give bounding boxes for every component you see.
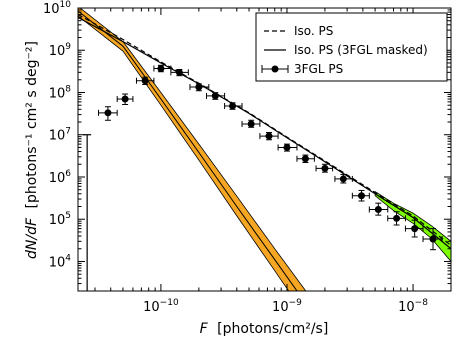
data-point-5 [189,83,210,92]
marker [265,132,273,140]
data-point-12 [315,163,334,173]
marker [301,155,309,163]
data-point-16 [387,211,406,226]
data-point-15 [368,202,389,216]
marker [121,95,129,103]
tick-base: 10 [49,86,66,101]
tick-exponent: 10 [60,0,72,10]
marker [429,235,437,243]
y-tick-label-2: 106 [49,169,72,186]
marker [229,102,237,110]
data-point-11 [296,154,315,164]
y-tick-label-0: 104 [49,253,72,270]
svg-text:dN/dF [photons⁻¹ cm² s d: dN/dF [photons⁻¹ cm² s deg⁻²] [24,41,40,259]
data-point-14 [351,189,370,202]
tick-exponent: 9 [65,42,71,52]
x-axis-label-main: F [200,321,209,337]
data-point-1 [116,93,134,105]
tick-exponent: 6 [65,169,71,179]
x-axis-label: F [photons/cm²/s] [200,321,329,337]
tick-base: 10 [49,44,66,59]
tick-exponent: 4 [65,253,71,263]
y-tick-label-5: 109 [49,42,72,59]
x-axis-label-units: [photons/cm²/s] [217,321,328,337]
legend-label-iso: Iso. PS [294,24,333,38]
orange-band-center-line [78,10,298,291]
tick-exponent: 8 [65,84,71,94]
tick-base: 10 [272,300,289,315]
tick-base: 10 [49,129,66,144]
data-point-10 [277,143,298,152]
tick-base: 10 [49,213,66,228]
tick-base: 10 [43,2,60,17]
legend-point-swatch [261,65,289,73]
ticks-layer [78,7,452,292]
data-point-4 [170,68,189,77]
y-tick-label-6: 1010 [43,0,71,17]
data-point-8 [241,119,261,128]
green-band [374,190,451,263]
marker [141,77,149,85]
iso-ps-masked-solid-line [78,16,451,250]
marker [357,192,365,200]
legend-label-3fgl: 3FGL PS [294,62,343,76]
legend: Iso. PS Iso. PS (3FGL masked) 3FGL PS [255,12,448,82]
tick-base: 10 [49,255,66,270]
marker [175,68,183,76]
x-tick-label-0: 10−10 [143,298,179,315]
marker [211,92,219,100]
data-point-6 [206,92,226,100]
x-tick-label-2: 10−8 [398,298,428,315]
lines-layer [78,13,451,250]
tick-exponent: 5 [65,211,71,221]
y-tick-label-1: 105 [49,211,71,228]
tick-base: 10 [398,300,415,315]
y-axis-label: dN/dF [photons⁻¹ cm² s deg⁻²] [24,41,40,259]
legend-label-iso-masked: Iso. PS (3FGL masked) [294,43,428,57]
marker [104,109,112,117]
data-point-0 [98,106,118,121]
x-tick-label-1: 10−9 [272,298,302,315]
marker [321,164,329,172]
data-point-18 [422,228,443,251]
data-point-13 [334,173,353,184]
marker [411,225,419,233]
marker [393,214,401,222]
data-point-17 [404,219,424,238]
tick-exponent: −9 [289,298,303,308]
orange-band [78,8,307,291]
plot-frame [77,7,452,292]
bands-layer [78,8,451,291]
data-point-9 [259,131,279,141]
tick-exponent: −8 [415,298,429,308]
data-point-3 [153,64,172,73]
marker [374,205,382,213]
tick-exponent: −10 [160,298,179,308]
marker [283,143,291,151]
data-point-2 [135,76,155,85]
svg-text:F [photons/cm²/s]: F [photons/cm²/s] [200,321,329,337]
marker [247,120,255,128]
points-layer [83,64,443,291]
tick-base: 10 [143,300,160,315]
y-tick-label-4: 108 [49,84,72,101]
data-point-7 [224,102,243,110]
marker [195,83,203,91]
marker [157,64,165,72]
y-axis-label-main: dN/dF [24,217,40,259]
y-tick-label-3: 107 [49,127,71,144]
y-axis-label-units: [photons⁻¹ cm² s deg⁻²] [24,41,40,208]
tick-exponent: 7 [65,127,71,137]
marker [339,175,347,183]
tick-base: 10 [49,171,66,186]
